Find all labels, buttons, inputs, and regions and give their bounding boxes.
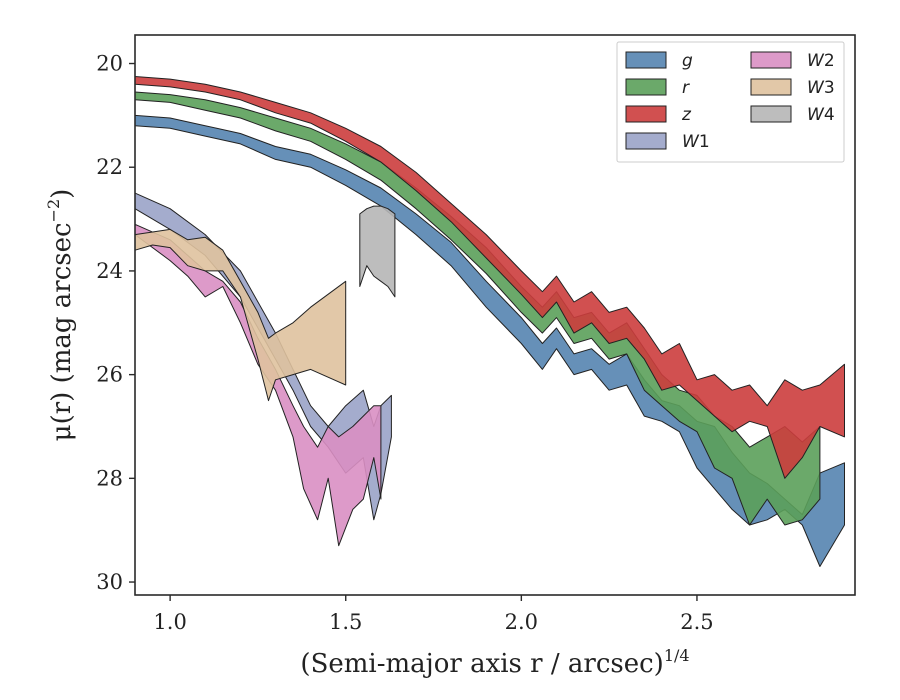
x-tick-label: 2.0 — [505, 610, 538, 634]
legend-label-w4: W4 — [807, 105, 835, 125]
band-layer — [134, 76, 845, 567]
legend-label-r: r — [682, 78, 690, 98]
legend-swatch-z — [625, 105, 667, 123]
y-tick-label: 26 — [96, 363, 123, 387]
y-tick-label: 30 — [96, 570, 123, 594]
band-w4 — [359, 205, 396, 298]
legend-swatch-w3 — [750, 78, 792, 96]
y-tick-label: 24 — [96, 259, 123, 283]
x-tick-label: 2.5 — [680, 610, 713, 634]
legend-label-w1: W1 — [682, 132, 710, 152]
plot-frame — [134, 34, 856, 596]
legend-swatch-r — [625, 78, 667, 96]
legend-swatch-w1 — [625, 132, 667, 150]
tick-layer: 1.0 1.5 2.0 2.5 20 22 24 26 28 30 — [96, 52, 713, 634]
legend-swatch-g — [625, 51, 667, 69]
legend-label-z: z — [681, 105, 692, 125]
legend-label-w2: W2 — [807, 51, 835, 71]
band-g — [134, 114, 845, 567]
y-tick-label: 22 — [96, 155, 123, 179]
y-tick-label: 28 — [96, 466, 123, 490]
band-z — [134, 76, 845, 479]
legend-swatch-w2 — [750, 51, 792, 69]
band-w2 — [134, 223, 382, 547]
legend-box — [616, 41, 845, 163]
band-w3 — [134, 228, 347, 402]
x-axis-title: (Semi-major axis r / arcsec)1/4 — [300, 646, 689, 679]
legend-label-g: g — [682, 51, 693, 71]
x-tick-label: 1.0 — [153, 610, 186, 634]
legend-swatch-w4 — [750, 105, 792, 123]
x-tick-label: 1.5 — [329, 610, 362, 634]
y-tick-label: 20 — [96, 52, 123, 76]
y-axis-title: μ(r) (mag arcsec−2) — [44, 189, 77, 442]
legend-label-w3: W3 — [807, 78, 835, 98]
legend: grz W1 W2 W3 W4 — [616, 41, 845, 163]
